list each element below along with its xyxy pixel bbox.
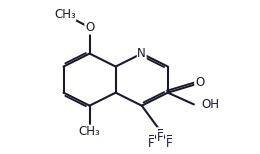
Text: F: F [147, 137, 154, 150]
Text: F: F [147, 134, 154, 147]
Text: F: F [166, 137, 172, 150]
Text: F: F [157, 131, 163, 144]
Text: O: O [85, 21, 94, 34]
Text: CH₃: CH₃ [79, 125, 100, 138]
Text: CH₃: CH₃ [54, 8, 76, 21]
Text: F: F [157, 128, 163, 141]
Text: O: O [195, 76, 204, 89]
Text: N: N [137, 47, 146, 60]
Text: F: F [166, 134, 172, 147]
Text: OH: OH [202, 98, 220, 111]
